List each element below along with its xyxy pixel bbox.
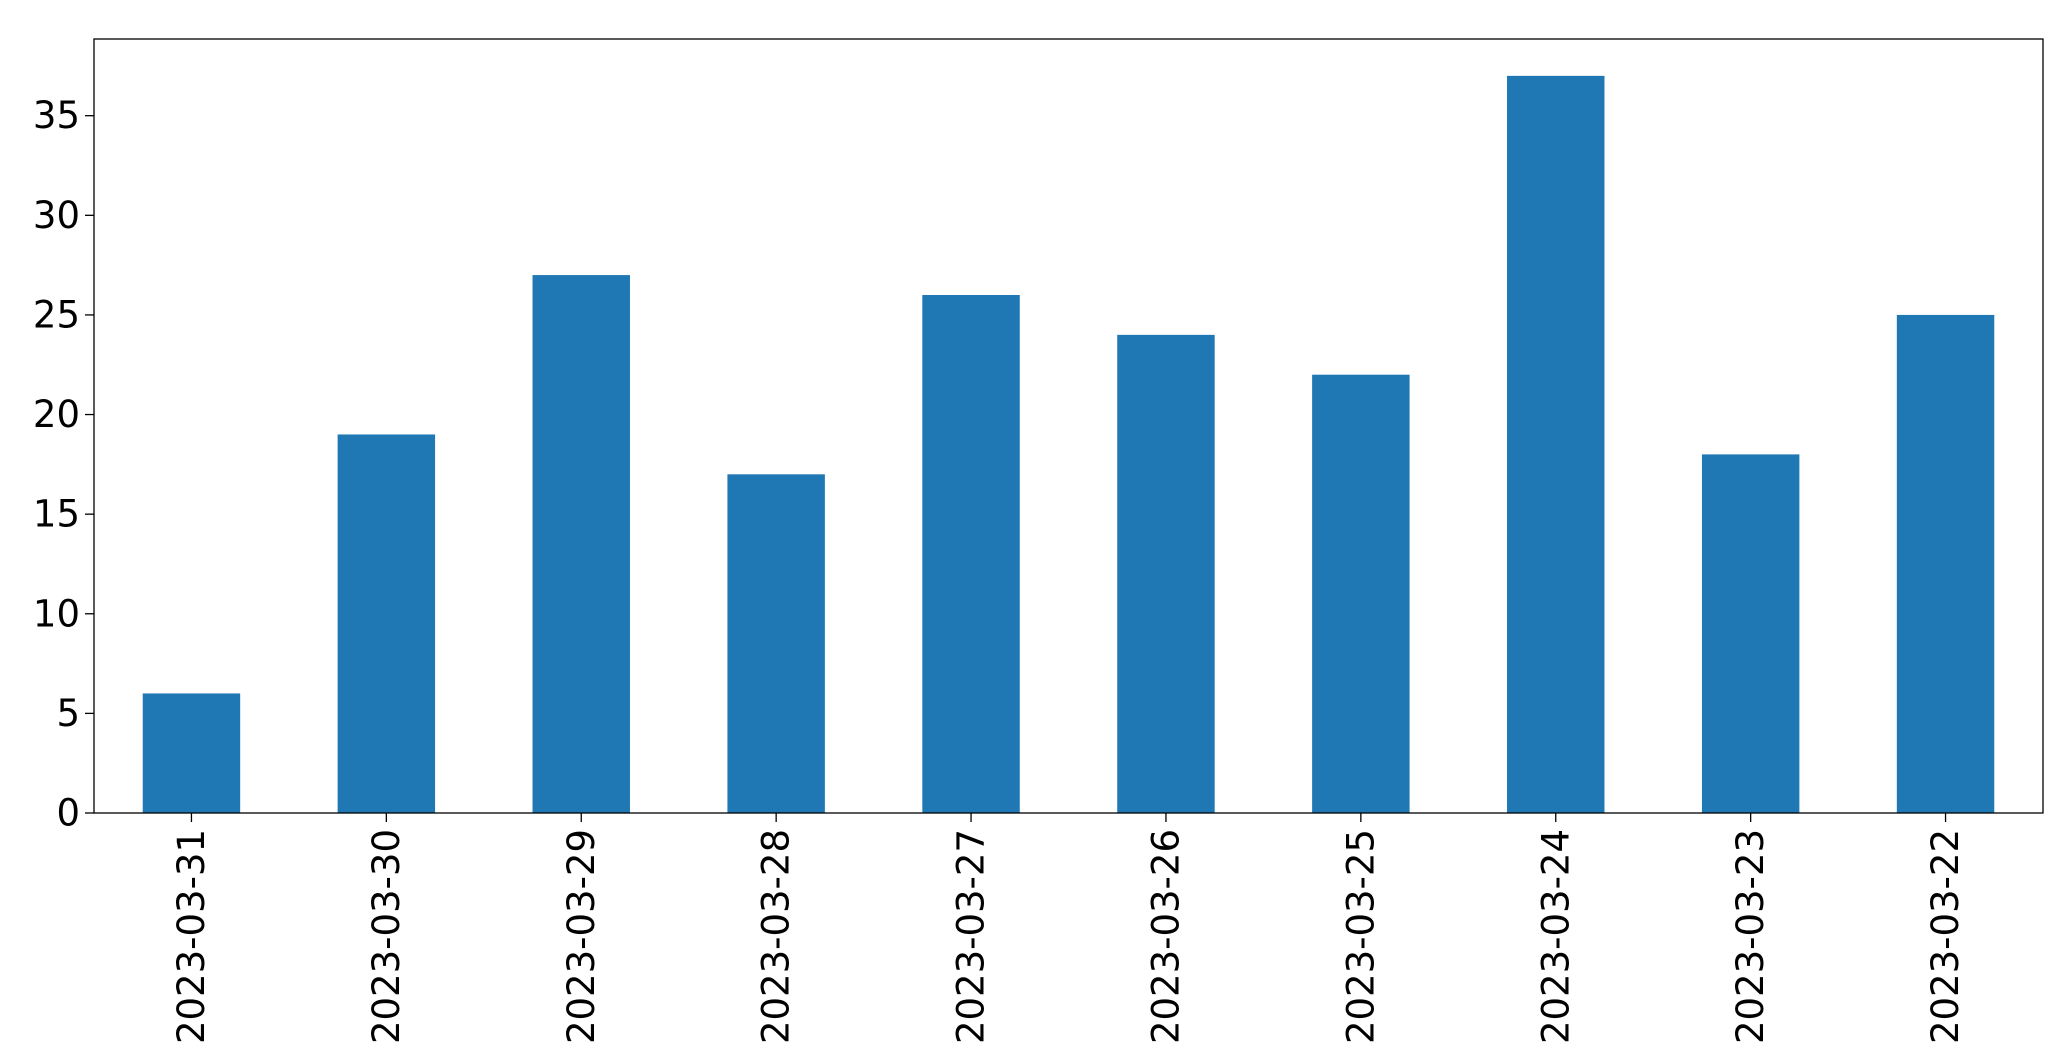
y-tick-label: 30 xyxy=(33,194,80,237)
plot-frame xyxy=(93,38,2044,814)
x-tick-label: 2023-03-22 xyxy=(1924,829,1967,1044)
bars-group xyxy=(142,75,1995,814)
x-tick-label: 2023-03-24 xyxy=(1534,829,1577,1044)
y-tick-label: 15 xyxy=(33,493,80,536)
x-tick-label: 2023-03-25 xyxy=(1339,829,1382,1044)
x-tick-label: 2023-03-30 xyxy=(365,829,408,1044)
y-tick-label: 5 xyxy=(56,692,80,735)
y-tick-label: 10 xyxy=(33,592,80,635)
y-tick-label: 0 xyxy=(56,792,80,835)
bar-2023-03-27 xyxy=(922,295,1020,814)
y-tick-label: 25 xyxy=(33,293,80,336)
bar-2023-03-30 xyxy=(337,434,436,813)
x-tick-label: 2023-03-28 xyxy=(755,829,798,1044)
bar-2023-03-24 xyxy=(1507,75,1605,814)
x-tick-label: 2023-03-26 xyxy=(1144,829,1187,1044)
y-axis: 0 5 10 15 20 25 30 35 xyxy=(33,94,94,835)
bar-2023-03-28 xyxy=(727,474,825,813)
y-tick-label: 20 xyxy=(33,393,80,436)
x-tick-label: 2023-03-27 xyxy=(950,829,993,1044)
bar-2023-03-26 xyxy=(1117,334,1215,813)
x-axis: 2023-03-31 2023-03-30 2023-03-29 2023-03-28… xyxy=(170,813,1967,1044)
x-tick-label: 2023-03-31 xyxy=(170,829,213,1044)
bar-2023-03-25 xyxy=(1312,374,1410,813)
bar-2023-03-31 xyxy=(142,693,241,813)
x-tick-label: 2023-03-29 xyxy=(560,829,603,1044)
bar-2023-03-23 xyxy=(1701,454,1800,813)
y-tick-label: 35 xyxy=(33,94,80,137)
x-tick-label: 2023-03-23 xyxy=(1729,829,1772,1044)
bar-2023-03-22 xyxy=(1896,314,1995,813)
bar-2023-03-29 xyxy=(532,275,630,813)
